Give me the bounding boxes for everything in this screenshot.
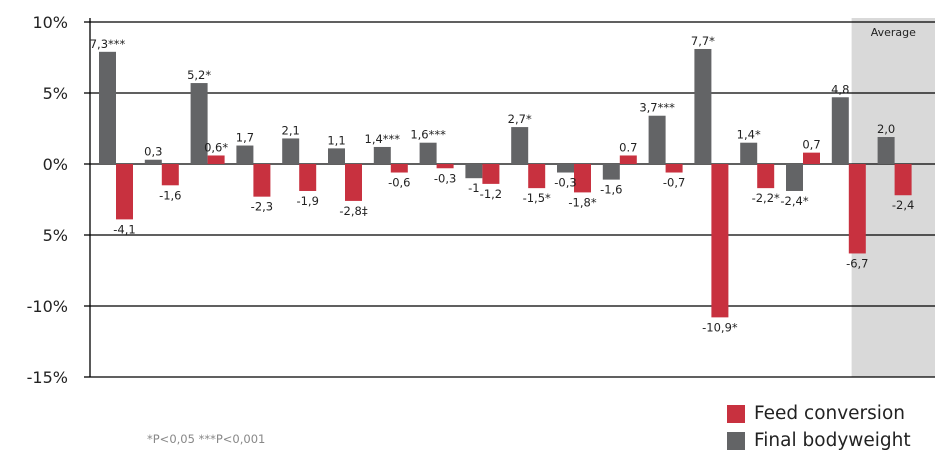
bar-feed-conversion	[482, 164, 500, 184]
data-label-feed-conversion: 0,7	[802, 138, 820, 152]
data-label-final-bodyweight: 4,8	[831, 82, 849, 96]
data-label-final-bodyweight: 5,2*	[187, 68, 211, 82]
bar-final-bodyweight	[328, 148, 345, 164]
legend-swatch-final-bodyweight	[727, 431, 745, 450]
bar-feed-conversion	[619, 155, 637, 164]
data-label-feed-conversion: 0.7	[619, 140, 637, 154]
data-label-feed-conversion: -0,3	[434, 171, 456, 185]
data-label-feed-conversion: -6,7	[846, 256, 868, 270]
data-label-final-bodyweight: -1,6	[600, 183, 622, 197]
data-label-final-bodyweight: 0,3	[144, 145, 162, 159]
data-label-final-bodyweight: 2,7*	[508, 112, 532, 126]
data-label-feed-conversion: -0,6	[388, 176, 410, 190]
average-label: Average	[871, 26, 916, 39]
legend-item-final-bodyweight: Final bodyweight	[727, 427, 911, 454]
data-label-final-bodyweight: -1	[468, 181, 479, 195]
data-label-feed-conversion: -1,2	[480, 187, 502, 201]
data-label-feed-conversion: 0,6*	[204, 140, 228, 154]
bar-feed-conversion	[345, 164, 362, 201]
bar-feed-conversion	[116, 164, 133, 220]
bar-feed-conversion	[757, 164, 775, 189]
data-label-feed-conversion: -1,6	[159, 188, 181, 202]
y-tick-label: 5%	[43, 84, 68, 103]
bar-feed-conversion	[207, 155, 225, 164]
bar-feed-conversion	[161, 164, 179, 186]
bar-final-bodyweight	[786, 164, 803, 191]
bar-feed-conversion	[253, 164, 271, 197]
bar-final-bodyweight	[236, 145, 254, 164]
data-label-final-bodyweight: -0,3	[554, 176, 576, 190]
legend-swatch-feed-conversion	[727, 404, 745, 423]
y-tick-label: -10%	[27, 297, 68, 316]
y-tick-label: 0%	[43, 155, 68, 174]
legend-label-feed-conversion: Feed conversion	[754, 403, 905, 424]
bar-final-bodyweight	[99, 51, 116, 164]
y-axis-ticks: 10% 5% 0% 5% -10% -15%	[27, 13, 90, 387]
bar-feed-conversion	[665, 164, 683, 173]
bar-feed-conversion	[574, 164, 591, 193]
data-label-feed-conversion: -1,9	[296, 194, 318, 208]
data-label-final-bodyweight: -2,4*	[780, 194, 808, 208]
data-label-final-bodyweight: 1,1	[327, 133, 345, 147]
bars	[99, 48, 912, 318]
bar-final-bodyweight	[877, 137, 895, 164]
legend-label-final-bodyweight: Final bodyweight	[754, 430, 911, 451]
bar-final-bodyweight	[694, 48, 712, 165]
y-tick-label: -15%	[27, 368, 68, 387]
bar-final-bodyweight	[831, 97, 849, 164]
data-labels: 7,3*** -4,1 0,3 -1,6 5,2* 0,6* 1,7 -2,3 2,1 -1,9 1…	[90, 34, 915, 334]
bar-feed-conversion	[894, 164, 912, 196]
legend: Feed conversion Final bodyweight	[727, 400, 911, 454]
bar-final-bodyweight	[282, 138, 300, 164]
legend-item-feed-conversion: Feed conversion	[727, 400, 911, 427]
data-label-feed-conversion: -4,1	[113, 222, 135, 236]
significance-footnote: *P<0,05 ***P<0,001	[147, 432, 266, 446]
bar-final-bodyweight	[144, 159, 162, 164]
bar-final-bodyweight	[648, 115, 666, 164]
data-label-feed-conversion: -1,8*	[568, 195, 596, 209]
data-label-feed-conversion: -2,3	[251, 200, 273, 214]
data-label-final-bodyweight: 1,7	[236, 131, 254, 145]
bar-final-bodyweight	[190, 83, 208, 164]
bar-feed-conversion	[711, 164, 729, 318]
data-label-final-bodyweight: 3,7***	[639, 101, 675, 115]
bar-final-bodyweight	[373, 146, 391, 164]
y-tick-label: 5%	[43, 226, 68, 245]
data-label-feed-conversion: -10,9*	[702, 320, 738, 334]
bar-feed-conversion	[436, 164, 454, 169]
data-label-final-bodyweight: 1,4***	[365, 132, 401, 146]
bar-final-bodyweight	[465, 164, 483, 179]
bar-feed-conversion	[299, 164, 317, 191]
data-label-final-bodyweight: 7,7*	[691, 34, 715, 48]
data-label-final-bodyweight: 2,1	[282, 123, 300, 137]
bar-feed-conversion	[848, 164, 866, 254]
bar-final-bodyweight	[740, 142, 758, 164]
data-label-feed-conversion: -1,5*	[523, 191, 551, 205]
data-label-feed-conversion: -2,2*	[752, 191, 780, 205]
data-label-final-bodyweight: 2,0	[877, 122, 895, 136]
data-label-final-bodyweight: 1,4*	[737, 128, 761, 142]
bar-feed-conversion	[803, 152, 820, 164]
bar-feed-conversion	[528, 164, 546, 189]
data-label-final-bodyweight: 1,6***	[410, 128, 446, 142]
data-label-feed-conversion: -2,4	[892, 198, 914, 212]
data-label-feed-conversion: -0,7	[663, 176, 685, 190]
bar-feed-conversion	[390, 164, 408, 173]
data-label-final-bodyweight: 7,3***	[90, 37, 126, 51]
bar-final-bodyweight	[602, 164, 620, 180]
y-tick-label: 10%	[32, 13, 68, 32]
data-label-feed-conversion: -2,8‡	[339, 204, 367, 218]
bar-final-bodyweight	[557, 164, 574, 173]
bar-final-bodyweight	[419, 142, 437, 164]
bar-final-bodyweight	[511, 127, 529, 164]
